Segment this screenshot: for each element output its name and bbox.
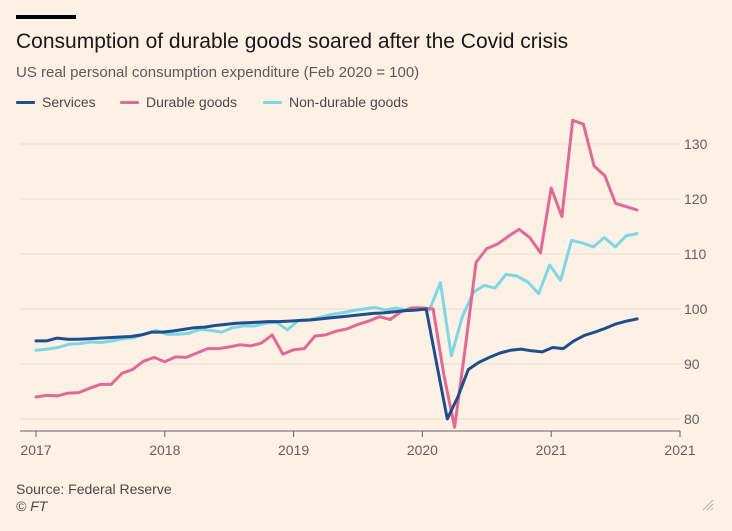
y-tick-label-120: 120 <box>684 191 708 207</box>
credit-note: © FT <box>16 498 48 514</box>
legend-label-durable: Durable goods <box>146 94 238 110</box>
series-line-durable-goods <box>34 118 639 429</box>
series-line-services <box>34 307 639 421</box>
brand-bar <box>16 15 76 19</box>
x-tick-label-1: 2018 <box>149 442 180 458</box>
y-tick-label-100: 100 <box>684 301 708 317</box>
x-tick-label-3: 2020 <box>407 442 438 458</box>
source-note: Source: Federal Reserve <box>16 481 172 497</box>
x-tick-label-0: 2017 <box>20 442 51 458</box>
chart-subtitle: US real personal consumption expenditure… <box>16 64 420 81</box>
x-tick-label-4: 2021 <box>536 442 567 458</box>
legend-swatch-nondurable <box>263 101 282 104</box>
chart-title: Consumption of durable goods soared afte… <box>16 30 569 53</box>
resize-grip-icon <box>702 499 714 511</box>
y-tick-label-110: 110 <box>684 246 707 262</box>
y-tick-label-80: 80 <box>684 411 700 427</box>
legend-swatch-durable <box>120 101 139 104</box>
x-tick-label-5: 2021 <box>664 442 695 458</box>
legend-label-services: Services <box>42 94 96 110</box>
y-tick-label-130: 130 <box>684 136 708 152</box>
x-tick-label-2: 2019 <box>278 442 309 458</box>
y-tick-label-90: 90 <box>684 356 700 372</box>
legend-label-nondurable: Non-durable goods <box>289 94 409 110</box>
legend-swatch-services <box>16 101 35 104</box>
